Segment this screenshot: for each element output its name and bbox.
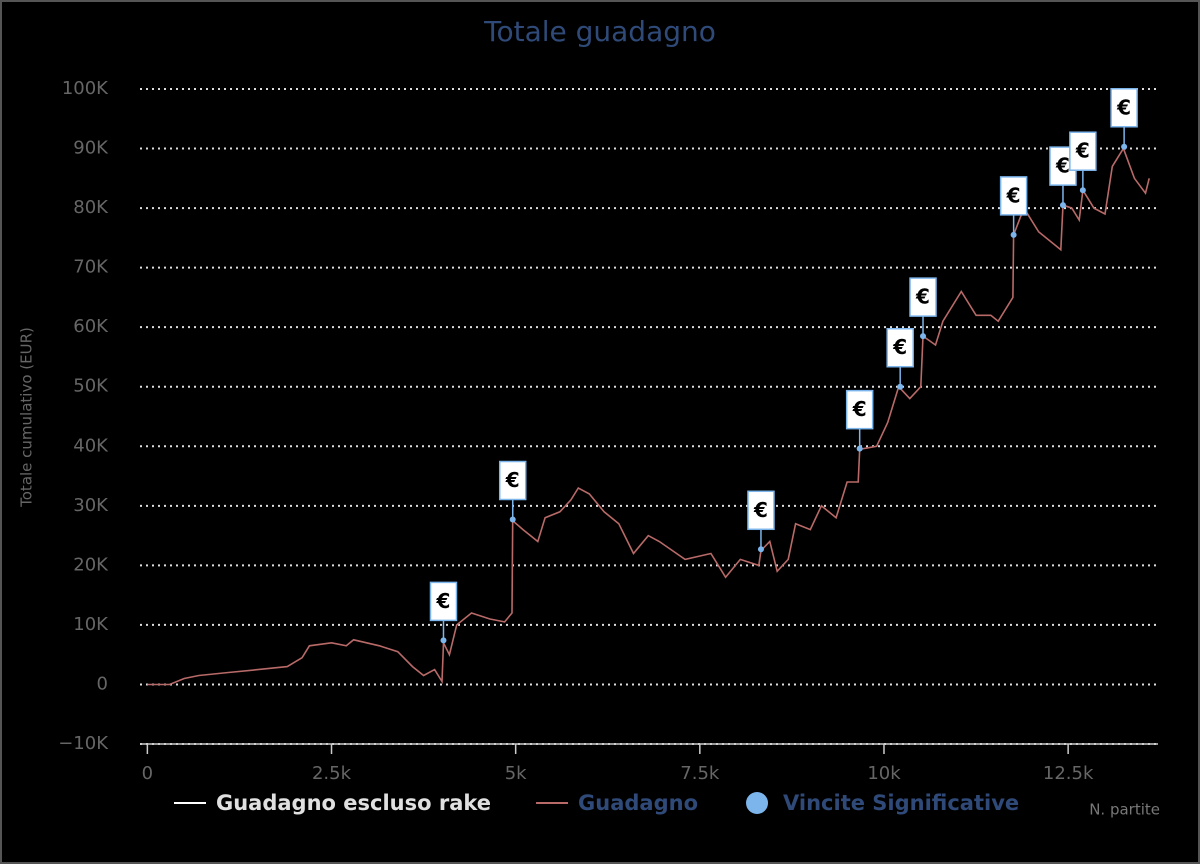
x-tick-label: 7.5k <box>680 763 720 784</box>
legend-label: Guadagno escluso rake <box>216 791 491 815</box>
legend-symbol <box>746 792 769 814</box>
y-tick-label: 10K <box>73 614 109 635</box>
y-tick-label: 40K <box>73 435 109 456</box>
scatter-point <box>1059 202 1066 209</box>
y-tick-label: −10K <box>58 733 109 754</box>
flag-box <box>845 389 874 430</box>
scatter-point <box>1010 231 1017 238</box>
x-tick-label: 2.5k <box>312 763 352 784</box>
flag-label: € <box>915 285 930 309</box>
flag-box <box>909 277 937 317</box>
flag-label: € <box>505 468 520 492</box>
y-tick-label: 0 <box>97 673 108 694</box>
flag-label: € <box>1055 154 1070 178</box>
legend-label: Vincite Significative <box>783 791 1019 815</box>
flag-label: € <box>1075 139 1090 163</box>
flag-label: € <box>753 498 768 522</box>
flag-label: € <box>436 589 451 613</box>
flag-label: € <box>1006 183 1021 207</box>
y-axis-title: Totale cumulativo (EUR) <box>18 327 36 508</box>
y-tick-label: 30K <box>73 495 109 516</box>
x-tick-label: 0 <box>142 763 153 784</box>
x-tick-label: 10k <box>867 763 901 784</box>
y-tick-label: 60K <box>73 316 109 337</box>
x-tick-label: 12.5k <box>1043 763 1094 784</box>
flag-box <box>429 581 458 622</box>
legend-label: Guadagno <box>578 791 698 815</box>
flag-box <box>498 460 527 501</box>
y-tick-label: 70K <box>73 257 109 278</box>
y-tick-label: 90K <box>73 138 109 159</box>
scatter-point <box>856 445 863 452</box>
scatter-point <box>897 383 904 390</box>
scatter-point <box>757 546 764 553</box>
scatter-point <box>1121 143 1128 150</box>
flag-box <box>747 490 775 531</box>
scatter-point <box>1079 187 1086 194</box>
y-tick-label: 80K <box>73 197 109 218</box>
line-series <box>147 146 1150 686</box>
x-tick-label: 5k <box>505 763 527 784</box>
scatter-point <box>920 333 927 340</box>
scatter-point <box>440 637 447 644</box>
y-tick-label: 20K <box>73 554 109 575</box>
x-axis-title: N. partite <box>1089 801 1160 819</box>
flag-box <box>1110 88 1138 128</box>
flag-box <box>1069 131 1097 171</box>
scatter-point <box>509 516 516 523</box>
y-tick-label: 50K <box>73 376 109 397</box>
chart-title: Totale guadagno <box>483 15 716 48</box>
y-tick-label: 100K <box>62 78 109 99</box>
flag-box <box>886 327 914 368</box>
flag-box <box>999 176 1028 216</box>
flag-label: € <box>892 335 907 359</box>
flag-label: € <box>852 397 867 421</box>
flag-label: € <box>1116 95 1131 119</box>
